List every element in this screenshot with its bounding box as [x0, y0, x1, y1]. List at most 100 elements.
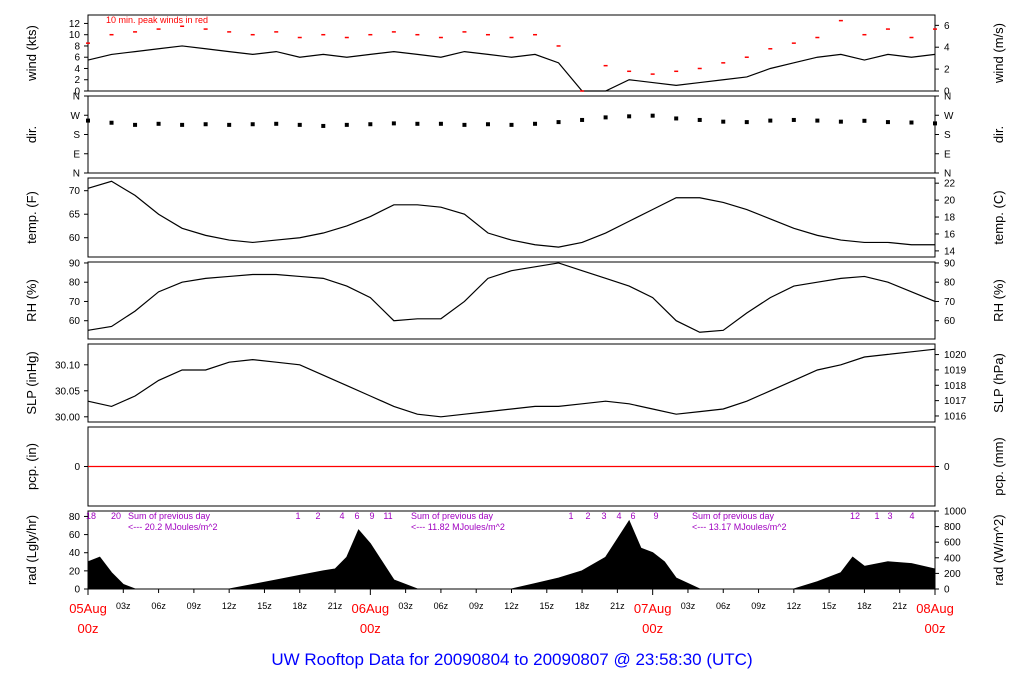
ytick-label-right: N: [944, 92, 951, 103]
data-point-dir: [603, 115, 608, 120]
ytick-label-right: 80: [944, 278, 956, 289]
data-point-dir: [109, 120, 114, 125]
data-point-dir: [274, 121, 279, 126]
ylabel-right-dir: dir.: [991, 126, 1006, 143]
data-point-dir: [391, 121, 396, 126]
ytick-label-left: E: [73, 149, 80, 160]
chart-title: UW Rooftop Data for 20090804 to 20090807…: [271, 650, 753, 669]
ytick-label-right: 800: [944, 522, 961, 533]
ytick-label-right: 200: [944, 569, 961, 580]
day-label-date: 07Aug: [634, 601, 672, 616]
data-point-dir: [721, 119, 726, 124]
ytick-label-left: 70: [69, 297, 81, 308]
ytick-label-right: 22: [944, 179, 956, 190]
ytick-label-left: 60: [69, 530, 81, 541]
xtick-label: 21z: [328, 601, 343, 611]
ytick-label-left: 30.10: [55, 360, 80, 371]
rad-hour-label: 3: [887, 511, 892, 521]
rad-hour-label: 12: [850, 511, 860, 521]
rad-hour-label: 2: [585, 511, 590, 521]
ytick-label-left: 12: [69, 19, 81, 30]
data-point-dir: [415, 121, 420, 126]
xtick-label: 15z: [822, 601, 837, 611]
panel-frame-slp: [87, 343, 936, 423]
data-point-dir: [462, 122, 467, 127]
ytick-label-left: 30.00: [55, 412, 80, 423]
panel-frame-wind: [87, 14, 936, 92]
rad-hour-label: 4: [339, 511, 344, 521]
ytick-label-left: N: [73, 169, 80, 180]
ytick-label-left: 80: [69, 278, 81, 289]
xtick-label: 09z: [469, 601, 484, 611]
ytick-label-right: 0: [944, 462, 950, 473]
day-label-date: 06Aug: [352, 601, 390, 616]
ytick-label-right: 6: [944, 21, 950, 32]
xtick-label: 12z: [787, 601, 802, 611]
ytick-label-right: N: [944, 169, 951, 180]
ytick-label-right: 1020: [944, 350, 967, 361]
ytick-label-right: 600: [944, 538, 961, 549]
day-label-hour: 00z: [78, 621, 99, 636]
ytick-label-right: 20: [944, 196, 956, 207]
area-series-rad: [87, 519, 936, 590]
data-point-dir: [862, 118, 867, 123]
data-point-dir: [438, 121, 443, 126]
ytick-label-right: 16: [944, 229, 956, 240]
rad-hour-label: 3: [601, 511, 606, 521]
ylabel-right-rad: rad (W/m^2): [991, 514, 1006, 585]
data-point-dir: [744, 120, 749, 125]
rad-hour-label: 20: [111, 511, 121, 521]
xtick-label: 06z: [434, 601, 449, 611]
day-label-hour: 00z: [642, 621, 663, 636]
day-label-hour: 00z: [925, 621, 946, 636]
ytick-label-right: 0: [944, 87, 950, 98]
peak-winds-annotation: 10 min. peak winds in red: [106, 15, 208, 25]
data-point-dir: [580, 117, 585, 122]
data-point-dir: [133, 122, 138, 127]
ytick-label-right: 70: [944, 297, 956, 308]
xtick-label: 09z: [751, 601, 766, 611]
data-point-dir: [697, 117, 702, 122]
data-point-dir: [815, 118, 820, 123]
data-point-dir: [485, 122, 490, 127]
ytick-label-left: 0: [74, 585, 80, 596]
line-series-temp: [87, 180, 935, 248]
ytick-label-left: 30.05: [55, 386, 80, 397]
xtick-label: 21z: [892, 601, 907, 611]
data-point-dir: [650, 113, 655, 118]
ytick-label-left: 4: [74, 64, 80, 75]
ytick-label-left: 70: [69, 186, 81, 197]
data-point-dir: [909, 120, 914, 125]
data-point-dir: [533, 121, 538, 126]
day-label-hour: 00z: [360, 621, 381, 636]
ytick-label-left: 6: [74, 53, 80, 64]
rad-hour-label: 9: [653, 511, 658, 521]
ytick-label-right: 60: [944, 316, 956, 327]
data-point-dir: [885, 120, 890, 125]
ytick-label-left: N: [73, 92, 80, 103]
xtick-label: 18z: [575, 601, 590, 611]
panel-frame-rh: [87, 261, 936, 340]
xtick-label: 18z: [857, 601, 872, 611]
rad-hour-label: 4: [909, 511, 914, 521]
ytick-label-right: 400: [944, 553, 961, 564]
day-label-date: 08Aug: [916, 601, 954, 616]
xtick-label: 21z: [610, 601, 625, 611]
day-label-date: 05Aug: [69, 601, 107, 616]
ytick-label-left: 65: [69, 210, 81, 221]
data-point-dir: [321, 123, 326, 128]
ytick-label-right: E: [944, 149, 951, 160]
ytick-label-left: 8: [74, 41, 80, 52]
xtick-label: 09z: [187, 601, 202, 611]
ytick-label-right: 18: [944, 213, 956, 224]
ylabel-left-wind: wind (kts): [24, 25, 39, 82]
ylabel-right-wind: wind (m/s): [991, 23, 1006, 84]
ytick-label-left: 0: [74, 462, 80, 473]
data-point-dir: [556, 120, 561, 125]
ytick-label-left: S: [73, 130, 80, 141]
rad-sum-title: Sum of previous day: [692, 511, 775, 521]
ylabel-left-temp: temp. (F): [24, 191, 39, 244]
ytick-label-right: 1016: [944, 411, 967, 422]
ytick-label-right: S: [944, 130, 951, 141]
